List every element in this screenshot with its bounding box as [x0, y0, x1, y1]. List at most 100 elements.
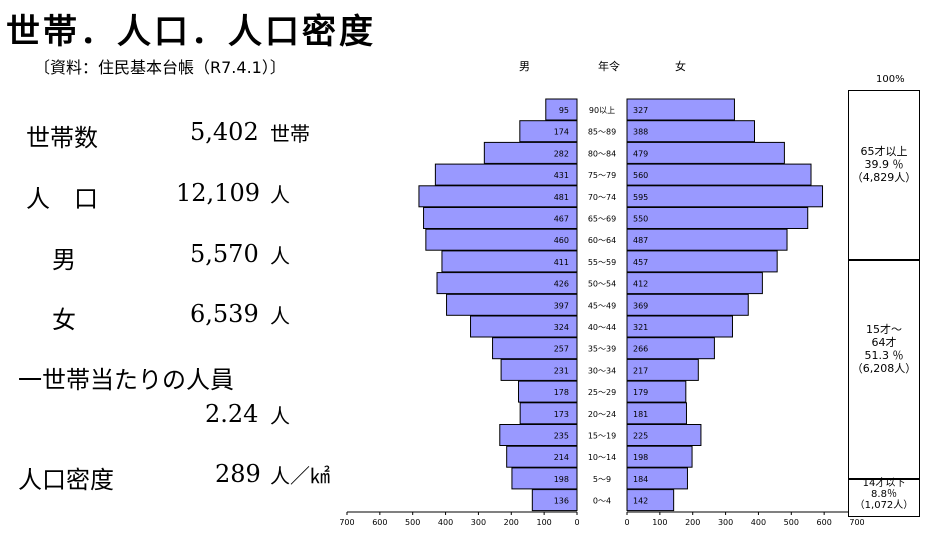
male-bar [506, 445, 578, 468]
male-value-label: 136 [554, 497, 569, 506]
male-bar [500, 358, 578, 381]
female-bar [626, 185, 824, 208]
share-top-label: 100% [876, 74, 905, 85]
female-bar [626, 98, 735, 121]
age-group-label: 70～74 [588, 193, 616, 202]
density-value: 289 [215, 460, 261, 488]
age-group-label: 50～54 [588, 280, 616, 289]
age-group-label: 15～19 [588, 432, 616, 441]
female-header: 女 [675, 60, 686, 73]
households-value: 5,402 [190, 118, 259, 146]
male-value-label: 257 [554, 345, 569, 354]
male-value-label: 178 [554, 388, 569, 397]
share-elderly-text: 65才以上 39.9 ％ （4,829人） [848, 145, 920, 184]
female-bar [626, 228, 788, 251]
age-group-label: 45～49 [588, 301, 616, 310]
female-value-label: 388 [633, 128, 648, 137]
share-box-working [848, 260, 920, 480]
male-tick-label: 100 [536, 518, 551, 527]
male-bar [545, 98, 578, 121]
male-bar [519, 120, 578, 143]
share-box-elderly [848, 90, 920, 261]
share-young-text: 14才以下 8.8％ （1,072人） [848, 478, 920, 511]
male-tick-label: 500 [405, 518, 420, 527]
age-group-label: 85～89 [588, 128, 616, 137]
density-unit: 人／㎢ [270, 464, 330, 488]
male-tick-label: 0 [574, 518, 579, 527]
age-group-label: 0～4 [593, 497, 611, 506]
age-group-label: 40～44 [588, 323, 616, 332]
share-working-text: 15才～ 64才 51.3 ％ （6,208人） [848, 323, 920, 375]
male-tick-label: 600 [372, 518, 387, 527]
per-household-value: 2.24 [205, 400, 259, 428]
age-group-label: 20～24 [588, 410, 616, 419]
male-bar [425, 228, 578, 251]
male-bar [434, 163, 578, 186]
age-group-label: 90以上 [589, 106, 615, 115]
male-bar [511, 467, 578, 490]
male-value-label: 174 [554, 128, 569, 137]
male-label: 男 [52, 246, 76, 274]
female-value-label: 181 [633, 410, 648, 419]
male-value-label: 397 [554, 301, 569, 310]
female-value-label: 369 [633, 301, 648, 310]
male-value-label: 231 [554, 366, 569, 375]
share-young-line1: 14才以下 [862, 478, 906, 489]
female-tick-label: 700 [849, 518, 864, 527]
female-value-label: 487 [633, 236, 648, 245]
male-value-label: 214 [554, 453, 569, 462]
male-bar [470, 315, 578, 338]
male-bar [531, 489, 578, 512]
female-bar [626, 272, 763, 295]
households-unit: 世帯 [270, 122, 310, 146]
male-bar [499, 424, 578, 446]
female-value-label: 266 [633, 345, 648, 354]
female-value-label: 479 [633, 149, 648, 158]
male-header: 男 [519, 60, 530, 73]
female-value-label: 560 [633, 171, 648, 180]
male-bar [518, 380, 578, 403]
female-bar [626, 163, 812, 186]
age-group-label: 30～34 [588, 366, 616, 375]
female-value-label: 217 [633, 366, 648, 375]
female-value-label: 327 [633, 106, 648, 115]
female-tick-label: 100 [652, 518, 667, 527]
age-group-label: 10～14 [588, 453, 616, 462]
female-unit: 人 [270, 304, 290, 328]
male-tick-label: 700 [339, 518, 354, 527]
share-box-young [848, 479, 920, 517]
age-group-label: 60～64 [588, 236, 616, 245]
age-group-label: 75～79 [588, 171, 616, 180]
share-working-line4: （6,208人） [851, 362, 917, 375]
population-label: 人 口 [26, 185, 98, 213]
female-bar [626, 445, 693, 468]
male-value: 5,570 [190, 240, 259, 268]
male-value-label: 426 [554, 280, 569, 289]
female-tick-label: 200 [685, 518, 700, 527]
male-unit: 人 [270, 244, 290, 268]
female-value-label: 225 [633, 432, 648, 441]
population-unit: 人 [270, 183, 290, 207]
male-bar [483, 141, 578, 164]
share-elderly-line2: 39.9 ％ [864, 158, 904, 171]
female-bar [626, 402, 687, 425]
female-value-label: 184 [633, 475, 648, 484]
male-tick-label: 400 [438, 518, 453, 527]
male-value-label: 282 [554, 149, 569, 158]
male-value-label: 235 [554, 432, 569, 441]
male-value-label: 173 [554, 410, 569, 419]
age-header: 年令 [598, 60, 620, 73]
density-label: 人口密度 [18, 466, 114, 494]
female-value-label: 179 [633, 388, 648, 397]
female-tick-label: 500 [784, 518, 799, 527]
female-bar [626, 293, 749, 316]
male-bar [423, 207, 578, 229]
male-value-label: 460 [554, 236, 569, 245]
female-bar [626, 207, 809, 229]
female-bar [626, 489, 675, 512]
age-group-label: 25～29 [588, 388, 616, 397]
male-tick-label: 300 [471, 518, 486, 527]
female-value-label: 550 [633, 215, 648, 224]
male-value-label: 324 [554, 323, 569, 332]
female-value-label: 321 [633, 323, 648, 332]
